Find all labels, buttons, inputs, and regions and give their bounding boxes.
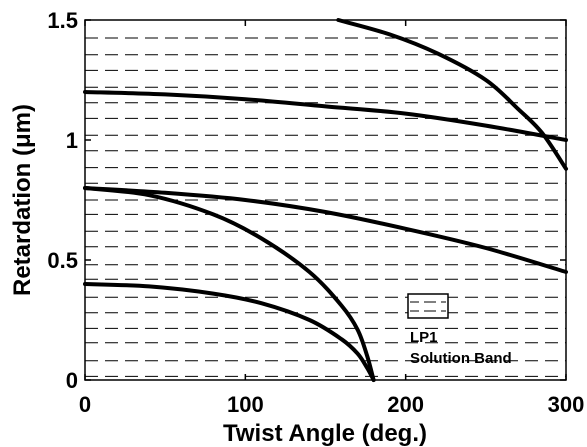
y-tick-label-1: 0.5 <box>47 248 78 273</box>
x-tick-label-2: 200 <box>387 392 424 417</box>
plot-frame <box>84 19 567 381</box>
x-tick-label-1: 100 <box>227 392 264 417</box>
data-curves <box>83 18 568 382</box>
series-curve-4 <box>336 18 568 171</box>
x-tick-label-3: 300 <box>548 392 585 417</box>
legend-swatch <box>407 293 449 319</box>
y-tick-label-0: 0 <box>66 368 78 393</box>
series-curve-2 <box>83 186 568 274</box>
y-axis-title: Retardation (μm) <box>9 104 36 296</box>
y-tick-label-3: 1.5 <box>47 8 78 33</box>
legend-label-line1: LP1 <box>410 329 438 346</box>
x-axis-ticks: 0 100 200 300 <box>79 20 584 417</box>
series-curve-1 <box>83 186 376 382</box>
legend-label-line2: Solution Band <box>410 350 512 367</box>
y-axis-ticks: 0 0.5 1 1.5 <box>47 8 566 393</box>
legend: LP1 Solution Band <box>407 293 512 367</box>
x-tick-label-0: 0 <box>79 392 91 417</box>
x-axis-title: Twist Angle (deg.) <box>223 420 427 447</box>
series-curve-3 <box>83 90 568 142</box>
y-tick-label-2: 1 <box>66 128 78 153</box>
series-curve-0 <box>83 282 376 382</box>
